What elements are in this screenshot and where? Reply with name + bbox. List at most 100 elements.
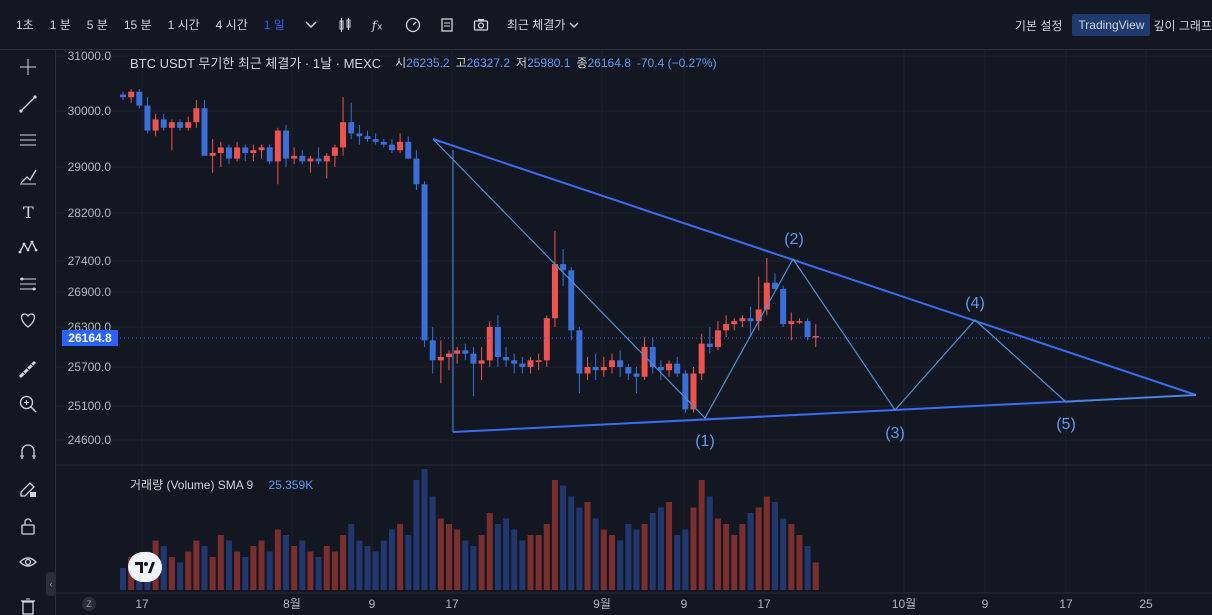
- tradingview-tab[interactable]: TradingView: [1072, 14, 1151, 36]
- crosshair-icon[interactable]: [14, 53, 42, 81]
- close-label: 종: [576, 56, 588, 70]
- wave-label: (2): [784, 231, 804, 248]
- price-type-dropdown[interactable]: 최근 체결가: [507, 16, 579, 33]
- volume-bar: [323, 546, 330, 590]
- volume-bar: [625, 524, 632, 590]
- timeframe-15m[interactable]: 15 분: [123, 18, 152, 32]
- pattern-icon[interactable]: [14, 234, 42, 262]
- volume-bar: [478, 535, 485, 590]
- volume-bar: [120, 568, 126, 590]
- candle: [527, 357, 534, 374]
- volume-bar: [763, 496, 770, 590]
- volume-bar: [160, 546, 167, 590]
- volume-bar: [266, 551, 273, 590]
- candle: [437, 340, 444, 384]
- candlestick-type-icon[interactable]: [337, 17, 353, 33]
- timeframe-4h[interactable]: 4 시간: [215, 18, 248, 32]
- horizontal-lines-icon[interactable]: [14, 126, 42, 154]
- chevron-down-icon[interactable]: [303, 17, 319, 33]
- candle: [576, 327, 583, 393]
- timeframe-1m[interactable]: 1 분: [49, 18, 71, 32]
- candle: [674, 357, 681, 377]
- brush-icon[interactable]: [14, 162, 42, 190]
- zoom-in-icon[interactable]: [14, 390, 42, 418]
- wave-label: (5): [1056, 416, 1076, 433]
- volume-bar: [609, 535, 615, 590]
- prediction-tool-icon[interactable]: [14, 270, 42, 298]
- trash-icon[interactable]: [14, 592, 42, 615]
- volume-bar: [576, 507, 583, 590]
- volume-bar: [641, 524, 648, 590]
- price-type-label: 최근 체결가: [506, 18, 566, 32]
- volume-bar: [315, 557, 322, 590]
- candle: [356, 125, 363, 145]
- volume-bar: [690, 507, 697, 590]
- timeframe-5m[interactable]: 5 분: [86, 18, 108, 32]
- volume-bar: [217, 535, 224, 590]
- candle: [421, 181, 428, 347]
- volume-bar: [600, 529, 607, 590]
- candle: [340, 97, 347, 156]
- price-tick-label: 29000.0: [68, 160, 112, 174]
- text-tool-icon[interactable]: T: [14, 198, 42, 226]
- eye-icon[interactable]: [14, 548, 42, 576]
- trend-line-icon[interactable]: [14, 90, 42, 118]
- timezone-button[interactable]: Z: [82, 597, 96, 611]
- volume-bar: [388, 529, 395, 590]
- candle: [470, 347, 477, 397]
- depth-chart-tab[interactable]: 깊이 그래프: [1153, 18, 1212, 33]
- magnet-icon[interactable]: [14, 438, 42, 466]
- candle: [307, 155, 314, 173]
- volume-bar: [274, 529, 281, 590]
- triangle-upper-trendline[interactable]: [432, 138, 1197, 396]
- candle: [584, 357, 591, 380]
- candle: [225, 144, 232, 165]
- svg-text:f: f: [371, 17, 379, 32]
- volume-bar: [649, 513, 656, 590]
- volume-bar: [755, 507, 762, 590]
- volume-bar: [731, 535, 738, 590]
- time-tick-label: 10월: [892, 597, 916, 611]
- candle: [120, 91, 126, 100]
- volume-bar: [209, 557, 216, 590]
- candle: [274, 127, 281, 185]
- pencil-lock-icon[interactable]: [14, 475, 42, 503]
- candle: [592, 353, 599, 380]
- volume-bar: [633, 529, 640, 590]
- timeframe-1s[interactable]: 1초: [16, 18, 34, 32]
- candles: [120, 89, 819, 413]
- basic-settings-button[interactable]: 기본 설정: [1014, 18, 1063, 33]
- gauge-icon[interactable]: [405, 17, 421, 33]
- heart-icon[interactable]: [14, 306, 42, 334]
- time-tick-label: 17: [757, 597, 771, 611]
- tradingview-logo[interactable]: [128, 552, 162, 582]
- volume-bar: [706, 496, 713, 590]
- elliott-wave-path[interactable]: [432, 138, 1197, 419]
- volume-bar: [470, 546, 477, 590]
- symbol-title: BTC USDT 무기한 최근 체결가 · 1날 · MEXC: [130, 56, 382, 71]
- open-value: 26235.2: [406, 55, 450, 70]
- ruler-icon[interactable]: [14, 356, 42, 384]
- volume-legend: 거래량 (Volume) SMA 9 25.359K: [130, 476, 313, 493]
- high-value: 26327.2: [466, 55, 511, 70]
- candle: [193, 100, 200, 128]
- lock-icon[interactable]: [14, 512, 42, 540]
- price-tick-label: 31000.0: [68, 49, 112, 63]
- timeframe-1h[interactable]: 1 시간: [167, 18, 200, 32]
- volume-bar: [723, 524, 730, 590]
- volume-bar: [421, 469, 428, 590]
- timeframe-1d[interactable]: 1 일: [263, 18, 285, 32]
- camera-icon[interactable]: [473, 17, 489, 33]
- chart-grid: [56, 50, 1212, 593]
- collapse-toolbar-button[interactable]: ‹: [46, 572, 56, 596]
- notes-icon[interactable]: [439, 17, 455, 33]
- candle: [649, 337, 656, 374]
- candle: [283, 125, 289, 167]
- price-tick-label: 25100.0: [68, 399, 112, 413]
- volume-bar: [543, 524, 550, 590]
- high-label: 고: [455, 56, 467, 70]
- current-price-tag: 26164.8: [62, 330, 118, 346]
- price-tick-label: 25700.0: [68, 360, 112, 374]
